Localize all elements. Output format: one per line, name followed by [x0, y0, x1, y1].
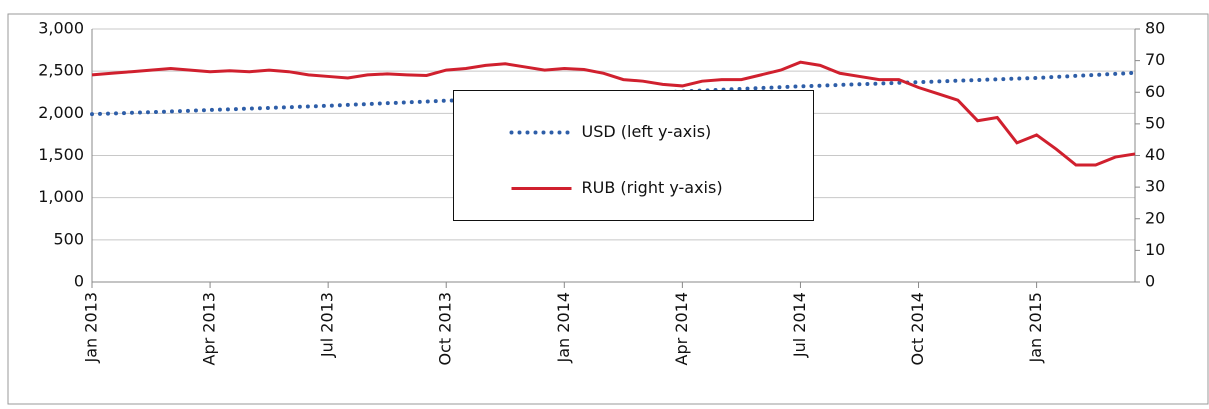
x-tick-label: Jan 2013 [82, 292, 101, 363]
x-tick-label: Oct 2013 [436, 292, 455, 365]
legend-label: USD (left y-axis) [582, 122, 712, 141]
x-tick-label: Jul 2013 [318, 292, 337, 358]
x-tick-label: Jan 2014 [554, 292, 573, 363]
x-tick-label: Oct 2014 [908, 292, 927, 365]
y-tick-label: 0 [74, 272, 84, 291]
y2-tick-label: 0 [1145, 272, 1155, 291]
y2-tick-label: 50 [1145, 113, 1165, 132]
y2-tick-label: 40 [1145, 145, 1165, 164]
x-tick-label: Apr 2014 [672, 292, 691, 365]
y-tick-label: 1,500 [38, 145, 84, 164]
chart-frame [7, 13, 1209, 405]
y-tick-label: 1,000 [38, 187, 84, 206]
y-tick-label: 2,000 [38, 103, 84, 122]
y2-tick-label: 60 [1145, 82, 1165, 101]
y2-tick-label: 20 [1145, 208, 1165, 227]
x-tick-label: Apr 2013 [200, 292, 219, 365]
y-tick-label: 3,000 [38, 19, 84, 38]
y-tick-label: 2,500 [38, 61, 84, 80]
y2-tick-label: 30 [1145, 177, 1165, 196]
y2-tick-label: 80 [1145, 19, 1165, 38]
x-tick-label: Jul 2014 [790, 292, 809, 358]
x-tick-label: Jan 2015 [1026, 292, 1045, 363]
y2-tick-label: 70 [1145, 50, 1165, 69]
y-tick-label: 500 [53, 229, 84, 248]
legend-box [453, 90, 814, 221]
legend-label: RUB (right y-axis) [582, 178, 723, 197]
y2-tick-label: 10 [1145, 240, 1165, 259]
series-line [91, 60, 1136, 167]
